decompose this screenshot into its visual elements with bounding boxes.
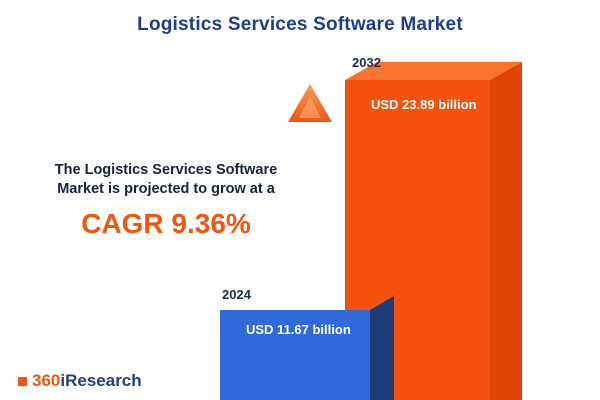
bar-2032-value-label: USD 23.89 billion: [371, 97, 477, 112]
bar-2032-top: [345, 62, 522, 80]
bar-2032-year-label: 2032: [352, 55, 381, 70]
logo-part-360: 360: [32, 371, 61, 390]
bar-2024: [220, 296, 394, 400]
logo-square-icon: [18, 376, 27, 386]
annotation-block: The Logistics Services Software Market i…: [28, 161, 304, 243]
bar-2024-front: [220, 310, 370, 400]
chart-title: Logistics Services Software Market: [137, 14, 463, 35]
annotation-line-1: The Logistics Services Software: [54, 162, 278, 178]
bar-2024-value-label: USD 11.67 billion: [246, 322, 351, 337]
brand-logo: 360iResearch: [18, 371, 142, 391]
logo-part-iresearch: iResearch: [60, 371, 142, 390]
cagr-value: CAGR 9.36%: [81, 208, 251, 240]
bar-2032-side: [490, 62, 522, 400]
bar-2024-side: [370, 296, 394, 400]
growth-arrow-icon: [288, 84, 332, 288]
annotation-line-2: Market is projected to grow at a: [57, 181, 275, 198]
bar-2024-year-label: 2024: [222, 287, 251, 302]
logo-text: 360iResearch: [32, 371, 142, 391]
